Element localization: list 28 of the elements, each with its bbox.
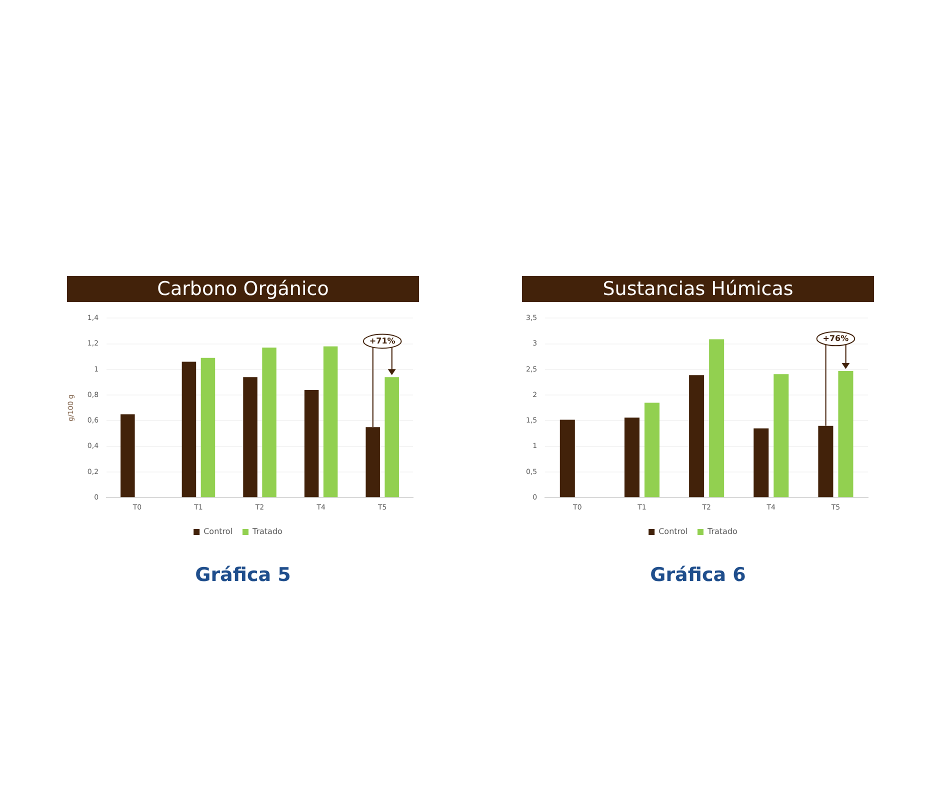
bar (560, 420, 575, 498)
legend-label: Control (658, 527, 688, 536)
chart-title: Sustancias Húmicas (522, 276, 874, 302)
text: Gráfica 5 (194, 564, 292, 586)
legend-label: Tratado (706, 527, 738, 536)
bar (644, 402, 660, 498)
bar (709, 339, 724, 498)
bar (304, 390, 319, 498)
bar (754, 428, 769, 498)
bar (624, 418, 640, 498)
bar (243, 377, 258, 498)
bar (200, 358, 216, 498)
bar (838, 370, 854, 498)
bar (818, 426, 834, 498)
bar (262, 348, 276, 498)
bar (366, 427, 380, 498)
bar (120, 414, 135, 498)
bar (323, 346, 338, 498)
text: Gráfica 6 (649, 564, 747, 586)
annotation: +71% (369, 336, 396, 346)
chart-title: Carbono Orgánico (67, 276, 419, 302)
bar (689, 375, 704, 498)
annotation: +76% (822, 334, 849, 343)
legend-label: Tratado (252, 527, 283, 536)
bar (384, 377, 399, 498)
legend-label: Control (204, 527, 233, 536)
bar (182, 362, 196, 498)
bar (774, 374, 789, 498)
